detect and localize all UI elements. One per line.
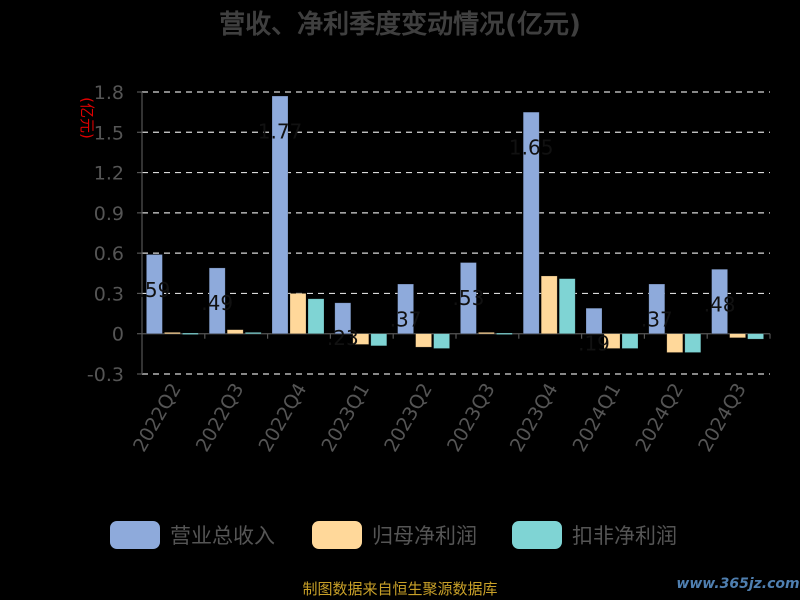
bar-2024q1-series-0: [585, 307, 603, 335]
bar-2024q3-series-0: [711, 268, 728, 335]
data-label-2023q1: .23: [327, 326, 359, 350]
bar-2024q1-series-1: [603, 333, 621, 349]
bar-2023q3-series-0: [460, 262, 477, 335]
bar-2023q3-series-1: [478, 332, 495, 335]
y-tick-label: 1.2: [94, 163, 124, 185]
watermark: www.365jz.com: [676, 576, 799, 592]
bar-2023q4-series-0: [522, 111, 540, 335]
data-label-2022q3: .49: [201, 291, 233, 315]
data-label-2024q1: .19: [578, 332, 610, 356]
bar-2023q2-series-2: [433, 333, 450, 349]
data-labels: .59 .49 1.77 .23 .37 .53 1.65 .19 .37 .48: [138, 119, 735, 355]
bar-2022q3-series-0: [208, 267, 226, 335]
bars: [146, 95, 764, 353]
x-tick-label-2024q2: 2024Q2: [631, 380, 688, 456]
legend-swatch-series-2: [512, 521, 562, 549]
data-label-2024q3: .48: [704, 293, 736, 317]
legend: 营业总收入 归母净利润 扣非净利润: [110, 521, 677, 549]
y-tick-label: 0.6: [94, 243, 124, 265]
x-tick-label-2022q4: 2022Q4: [255, 380, 312, 456]
bar-2023q1-series-0: [334, 302, 352, 335]
grid-lines: [137, 91, 771, 375]
bar-2024q3-series-1: [729, 333, 746, 339]
x-tick-label-2023q3: 2023Q3: [443, 380, 500, 456]
data-label-2023q3: .53: [452, 286, 484, 310]
bar-2024q1-series-2: [621, 333, 639, 349]
legend-label-series-0: 营业总收入: [170, 524, 275, 548]
bar-2022q2-series-2: [182, 332, 199, 335]
x-tick-label-2023q4: 2023Q4: [506, 380, 563, 456]
legend-label-series-1: 归母净利润: [372, 524, 477, 548]
bar-2023q2-series-0: [397, 283, 414, 335]
data-label-2022q2: .59: [138, 278, 170, 302]
x-tick-label-2023q2: 2023Q2: [380, 380, 437, 456]
x-axis-ticks: 2022Q2 2022Q3 2022Q4 2023Q1 2023Q2 2023Q3 2023…: [129, 380, 751, 456]
bar-2023q2-series-1: [415, 333, 432, 348]
x-tick-label-2024q3: 2024Q3: [694, 380, 751, 456]
bar-2022q2-series-1: [164, 332, 181, 335]
x-tick-label-2022q2: 2022Q2: [129, 380, 186, 456]
data-label-2024q2: .37: [641, 307, 673, 331]
bar-2022q4-series-1: [289, 293, 307, 335]
y-tick-label: 1.8: [94, 82, 124, 104]
bar-2024q3-series-2: [747, 333, 764, 340]
bar-2023q1-series-1: [352, 333, 370, 345]
bar-2022q2-series-0: [146, 254, 163, 335]
bar-2024q2-series-1: [666, 333, 684, 353]
y-axis-label: (亿元): [78, 97, 96, 139]
bar-2023q4-series-1: [540, 275, 558, 335]
y-axis-ticks: 1.8 1.5 1.2 0.9 0.6 0.3 0 -0.3: [87, 82, 124, 386]
chart-title: 营收、净利季度变动情况(亿元): [219, 9, 581, 40]
data-label-2022q4: 1.77: [258, 119, 303, 143]
legend-swatch-series-1: [312, 521, 362, 549]
bar-2022q4-series-2: [307, 298, 325, 335]
bar-2022q3-series-1: [226, 329, 244, 335]
legend-swatch-series-0: [110, 521, 160, 549]
bar-2022q3-series-2: [244, 332, 262, 335]
bar-2024q2-series-0: [648, 283, 666, 335]
bar-2023q3-series-2: [496, 332, 513, 335]
bar-2023q4-series-2: [558, 278, 576, 335]
data-source-note: 制图数据来自恒生聚源数据库: [302, 580, 497, 598]
bar-2024q2-series-2: [684, 333, 702, 353]
x-tick-label-2022q3: 2022Q3: [192, 380, 249, 456]
y-tick-label: 0: [112, 324, 124, 346]
data-label-2023q2: .37: [390, 307, 422, 331]
y-tick-label: -0.3: [87, 364, 124, 386]
x-tick-label-2024q1: 2024Q1: [569, 380, 626, 456]
y-tick-label: 1.5: [94, 122, 124, 144]
bar-2023q1-series-2: [370, 333, 388, 347]
y-tick-label: 0.9: [94, 203, 124, 225]
data-label-2023q4: 1.65: [509, 135, 554, 159]
legend-label-series-2: 扣非净利润: [572, 524, 677, 548]
y-tick-label: 0.3: [94, 283, 124, 305]
bar-2022q4-series-0: [271, 95, 289, 335]
x-tick-label-2023q1: 2023Q1: [317, 380, 374, 456]
